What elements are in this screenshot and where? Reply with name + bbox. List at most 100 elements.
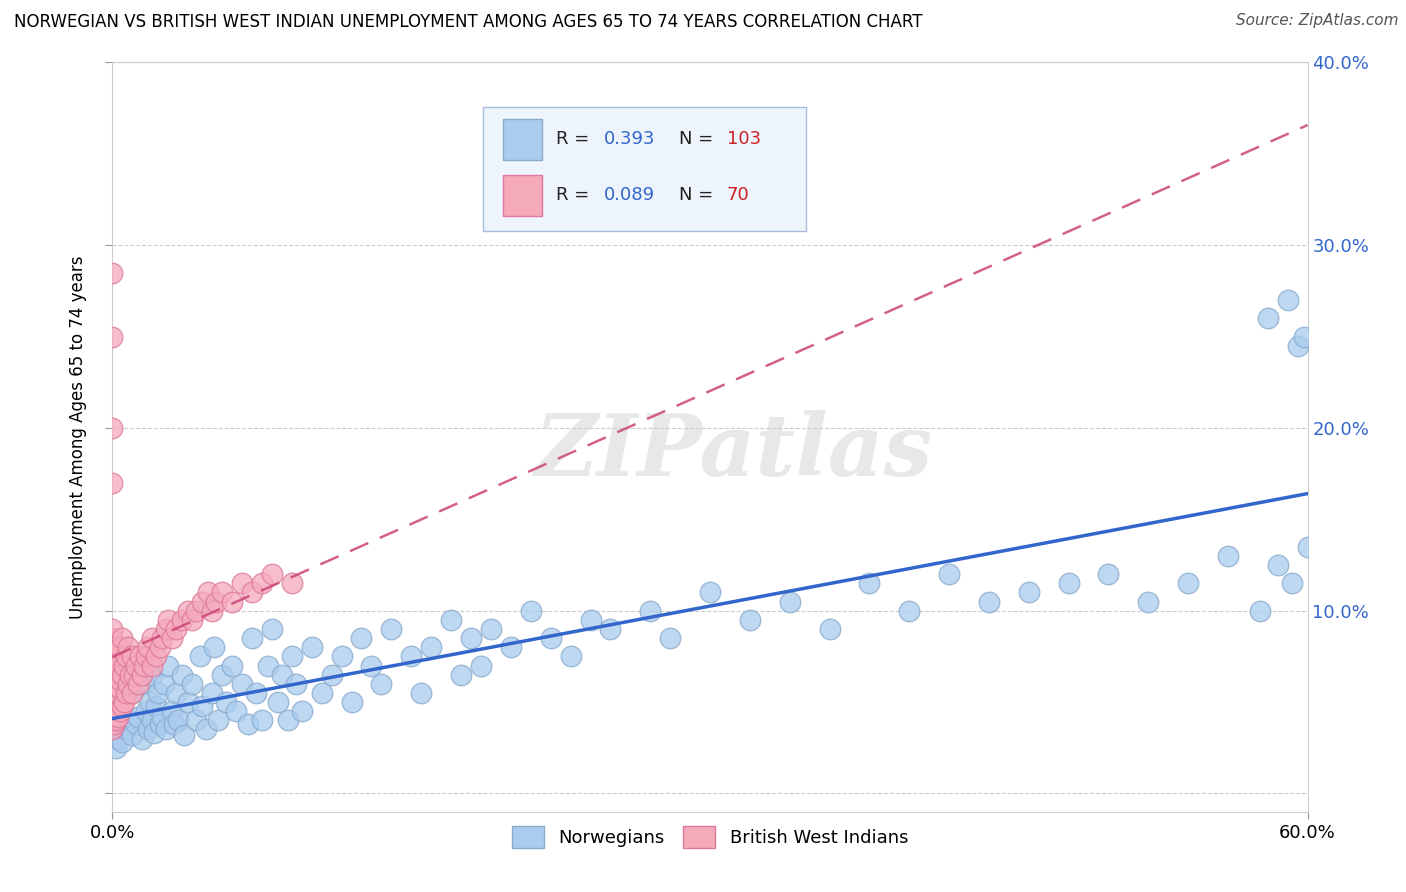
Point — [107, 658, 129, 673]
Point — [270, 667, 292, 681]
Point — [153, 677, 176, 691]
Point — [221, 594, 243, 608]
Point — [131, 731, 153, 746]
Text: 0.393: 0.393 — [603, 130, 655, 148]
Point — [101, 421, 124, 435]
Point — [101, 686, 124, 700]
Point — [145, 649, 167, 664]
Point — [117, 714, 139, 728]
Point — [125, 658, 148, 673]
Point — [145, 698, 167, 713]
Legend: Norwegians, British West Indians: Norwegians, British West Indians — [505, 819, 915, 855]
Point — [172, 613, 194, 627]
Point — [172, 667, 194, 681]
Point — [1257, 311, 1279, 326]
Point — [117, 677, 139, 691]
Point — [1267, 558, 1289, 572]
Point — [101, 723, 124, 737]
Point — [117, 640, 139, 655]
Point — [1286, 339, 1309, 353]
Point — [659, 631, 682, 645]
Point — [110, 704, 132, 718]
Point — [110, 673, 132, 687]
Point — [330, 649, 353, 664]
Point — [240, 585, 263, 599]
Point — [401, 649, 423, 664]
Point — [101, 329, 124, 343]
Point — [277, 714, 299, 728]
Point — [411, 686, 433, 700]
Point — [114, 695, 135, 709]
Point — [450, 667, 472, 681]
Point — [121, 649, 143, 664]
Point — [231, 677, 253, 691]
Point — [134, 677, 156, 691]
Point — [121, 686, 143, 700]
Point — [157, 658, 180, 673]
Point — [1018, 585, 1040, 599]
Point — [211, 667, 233, 681]
Point — [110, 640, 132, 655]
Point — [370, 677, 392, 691]
Point — [898, 604, 921, 618]
Point — [143, 726, 166, 740]
Point — [103, 717, 125, 731]
Point — [260, 567, 283, 582]
Point — [360, 658, 382, 673]
Point — [195, 723, 218, 737]
Point — [125, 717, 148, 731]
Point — [150, 631, 173, 645]
Point — [1177, 576, 1199, 591]
Point — [977, 594, 1000, 608]
Point — [127, 709, 149, 723]
Point — [111, 631, 134, 645]
Point — [101, 667, 124, 681]
Point — [105, 714, 128, 728]
Point — [127, 677, 149, 691]
Point — [1137, 594, 1160, 608]
Point — [138, 723, 160, 737]
Point — [738, 613, 761, 627]
Point — [186, 604, 208, 618]
Point — [173, 728, 195, 742]
Point — [560, 649, 582, 664]
Point — [131, 667, 153, 681]
Point — [167, 714, 190, 728]
Point — [240, 631, 263, 645]
Point — [205, 594, 228, 608]
Point — [188, 649, 211, 664]
Point — [105, 686, 128, 700]
Point — [499, 640, 522, 655]
Point — [124, 667, 146, 681]
Point — [148, 686, 170, 700]
Point — [191, 698, 214, 713]
Point — [141, 658, 163, 673]
Point — [129, 649, 152, 664]
Point — [149, 717, 172, 731]
Point — [380, 622, 402, 636]
Point — [479, 622, 502, 636]
Point — [139, 695, 162, 709]
Point — [340, 695, 363, 709]
Point — [105, 667, 128, 681]
Point — [779, 594, 801, 608]
Point — [107, 681, 129, 695]
Point — [520, 604, 543, 618]
Point — [350, 631, 373, 645]
Point — [103, 709, 125, 723]
Point — [250, 714, 273, 728]
Point — [135, 649, 157, 664]
Point — [225, 704, 247, 718]
Point — [291, 704, 314, 718]
Point — [236, 717, 259, 731]
FancyBboxPatch shape — [503, 119, 541, 160]
Point — [231, 576, 253, 591]
Point — [1296, 540, 1319, 554]
Point — [181, 677, 204, 691]
Point — [162, 704, 183, 718]
Point — [281, 576, 304, 591]
Y-axis label: Unemployment Among Ages 65 to 74 years: Unemployment Among Ages 65 to 74 years — [69, 255, 87, 619]
Point — [101, 658, 124, 673]
Point — [207, 714, 229, 728]
Point — [101, 640, 124, 655]
